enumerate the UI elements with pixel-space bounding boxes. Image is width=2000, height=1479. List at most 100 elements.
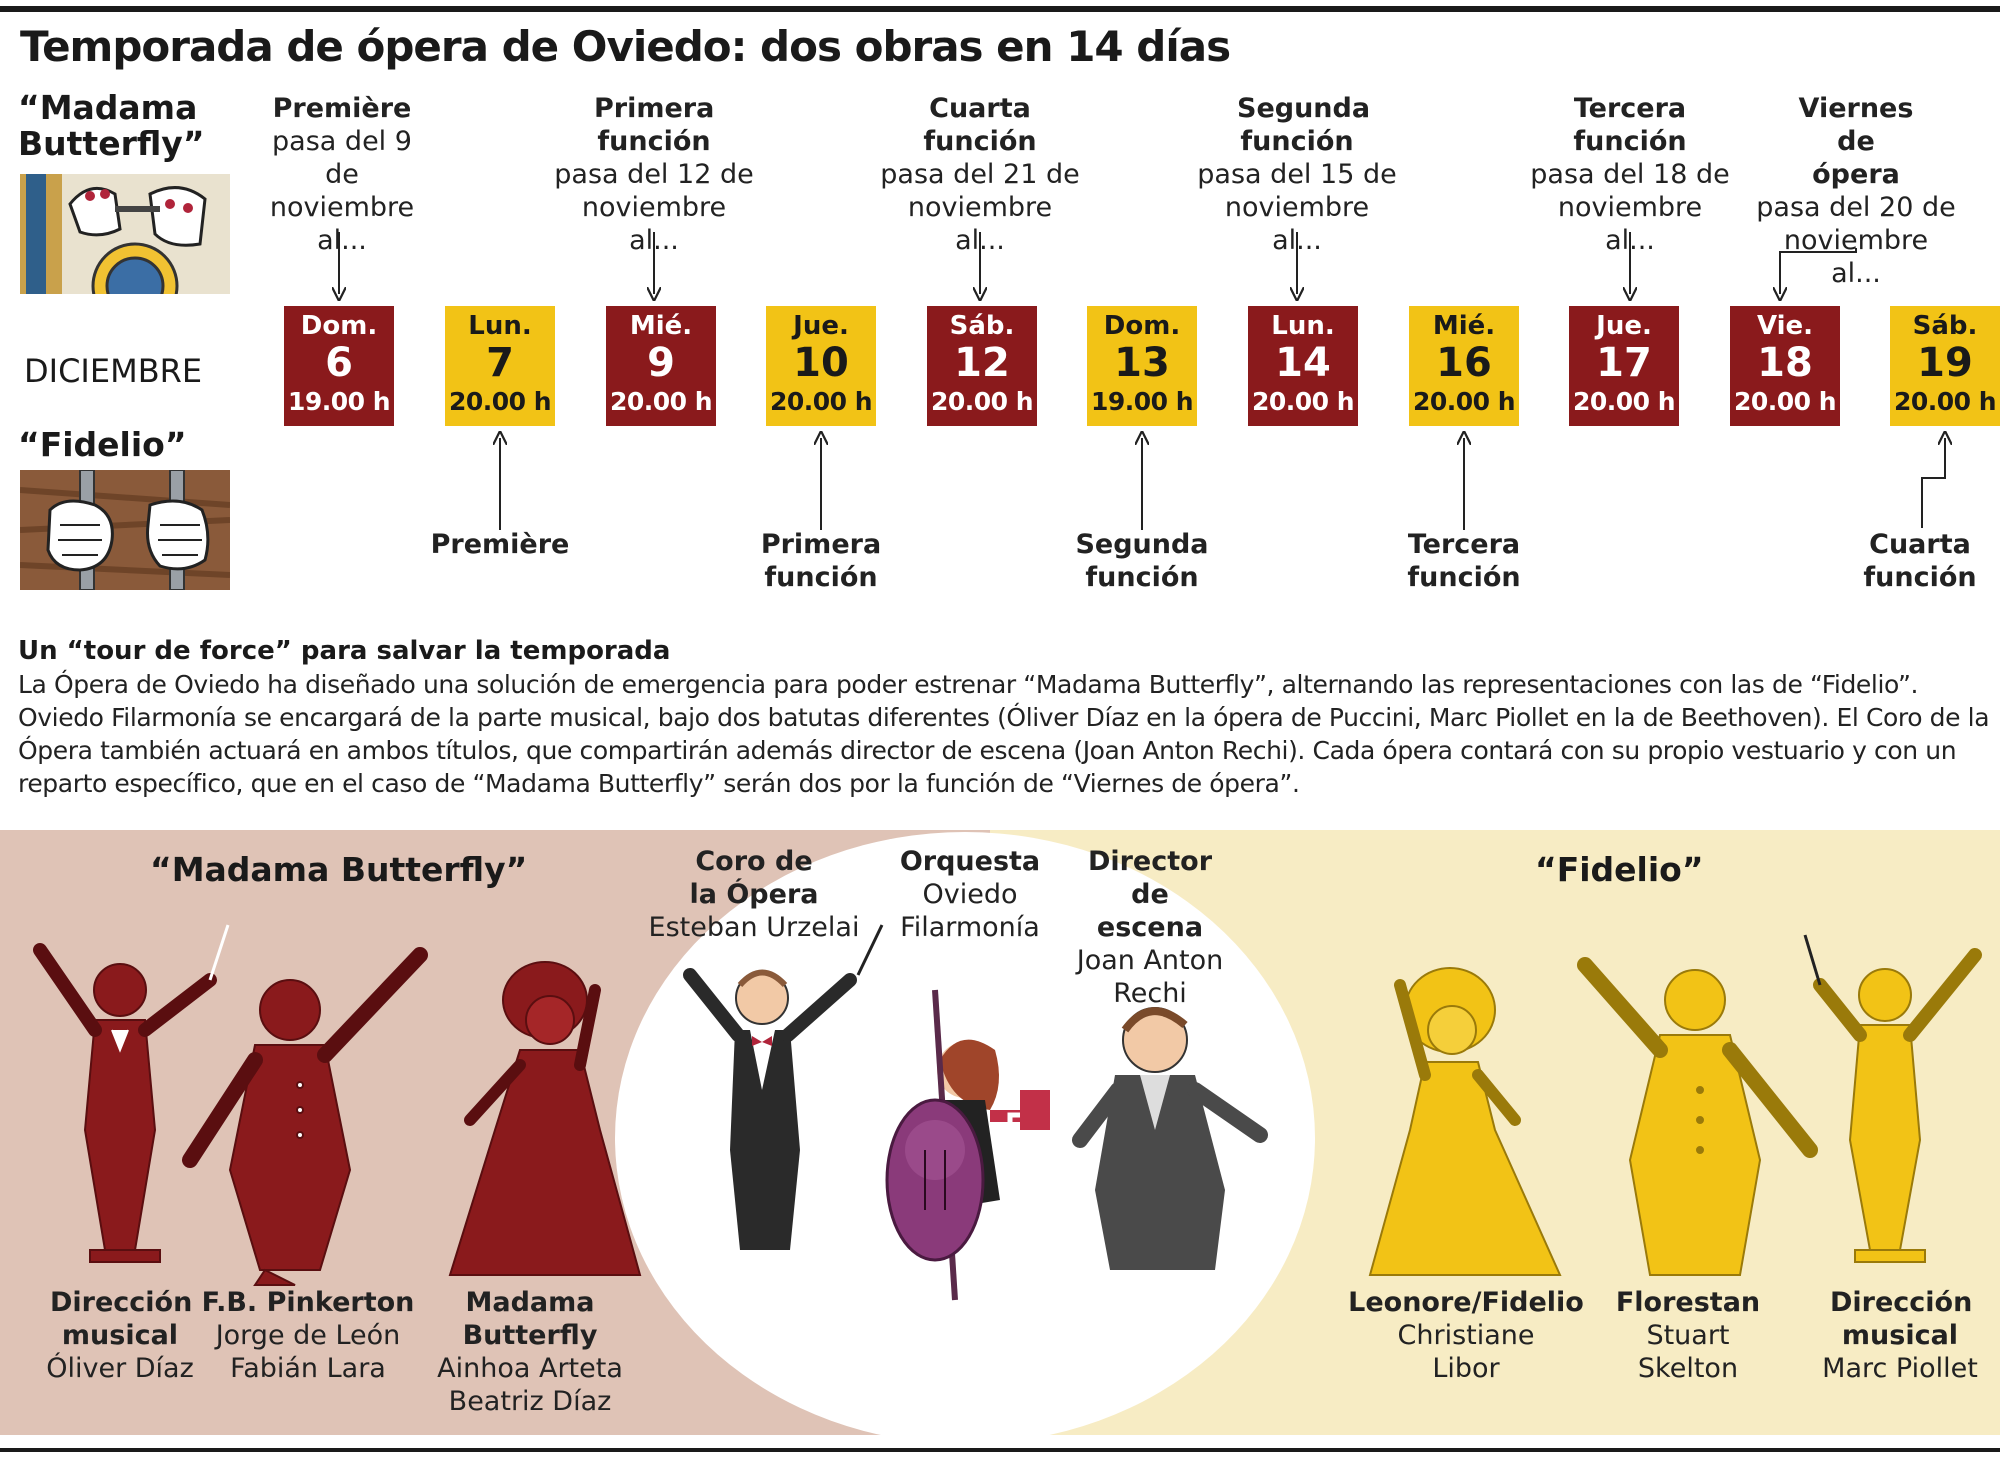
cast-role: Coro de la Ópera — [689, 846, 819, 910]
fidelio-note-primera: Primera función — [760, 529, 882, 593]
cast-butterfly-soprano: Madama Butterfly Ainhoa Arteta Beatriz D… — [410, 1286, 650, 1418]
date-time: 20.00 h — [1572, 387, 1676, 416]
date-day: Lun. — [1271, 311, 1335, 341]
date-day: Mié. — [1432, 311, 1496, 341]
date-time: 19.00 h — [287, 387, 391, 416]
page-title: Temporada de ópera de Oviedo: dos obras … — [20, 22, 1231, 71]
date-day: Mié. — [629, 311, 693, 341]
article-heading: Un “tour de force” para salvar la tempor… — [18, 636, 671, 666]
date-time: 20.00 h — [930, 387, 1034, 416]
arrow-elbow-down — [1780, 248, 1857, 294]
butterfly-note-tercera: Tercera función pasa del 18 de noviembre… — [1530, 92, 1730, 257]
date-day: Sáb. — [949, 311, 1015, 341]
cast-fidelio-conductor: Dirección musical Marc Piollet — [1800, 1286, 2000, 1385]
bottom-rule — [0, 1448, 2000, 1452]
fidelio-label: “Fidelio” — [18, 425, 187, 464]
date-box: Sáb. 19 20.00 h — [1890, 306, 2000, 426]
cast-role: Dirección musical — [1830, 1287, 1973, 1351]
cast-name: Joan Anton Rechi — [1076, 945, 1224, 1009]
arrow-elbow-up — [1921, 438, 1945, 528]
date-time: 20.00 h — [1251, 387, 1355, 416]
date-day: Vie. — [1756, 311, 1814, 341]
cast-butterfly-conductor: Dirección musical Óliver Díaz — [0, 1286, 240, 1385]
cast-role: Orquesta — [899, 846, 1041, 877]
date-time: 20.00 h — [769, 387, 873, 416]
cast-name: Marc Piollet — [1822, 1353, 1978, 1384]
butterfly-label: “Madama Butterfly” — [18, 90, 205, 162]
date-number: 18 — [1757, 340, 1813, 386]
hands-gripping-bars-icon — [20, 470, 230, 590]
date-day: Lun. — [468, 311, 532, 341]
date-time: 20.00 h — [1893, 387, 1997, 416]
butterfly-note-premiere: Première pasa del 9 de noviembre al... — [242, 92, 442, 257]
date-box: Sáb. 12 20.00 h — [927, 306, 1037, 426]
note-text: pasa del 20 de noviembre al... — [1756, 192, 1956, 289]
note-heading: Primera función — [594, 93, 715, 157]
soprano-icon — [448, 961, 642, 1276]
date-box: Dom. 13 19.00 h — [1087, 306, 1197, 426]
note-text: pasa del 21 de noviembre al... — [880, 159, 1080, 256]
date-number: 6 — [325, 340, 353, 386]
cast-role: Director de escena — [1087, 846, 1213, 943]
cast-name: Oviedo Filarmonía — [900, 879, 1040, 943]
top-rule — [0, 6, 2000, 12]
date-number: 19 — [1917, 340, 1973, 386]
butterfly-label-line1: “Madama — [18, 88, 198, 127]
cast-name: Beatriz Díaz — [448, 1386, 612, 1417]
cast-pinkerton: F.B. Pinkerton Jorge de León Fabián Lara — [188, 1286, 428, 1385]
soprano-icon — [1368, 967, 1562, 1276]
date-number: 12 — [954, 340, 1010, 386]
conductor-icon — [683, 924, 884, 1250]
date-time: 20.00 h — [609, 387, 713, 416]
fidelio-section-title: “Fidelio” — [1535, 850, 1704, 889]
cast-role: Dirección musical — [50, 1287, 193, 1351]
butterfly-section-title: “Madama Butterfly” — [150, 850, 528, 889]
cast-orchestra: Orquesta Oviedo Filarmonía — [880, 845, 1060, 944]
fidelio-note-premiere: Première — [430, 529, 570, 560]
fidelio-note-tercera: Tercera función — [1407, 529, 1521, 593]
tenor-icon — [182, 947, 428, 1286]
note-heading: Segunda función — [1237, 93, 1371, 157]
note-text: pasa del 9 de noviembre al... — [269, 126, 415, 256]
cast-name: Stuart Skelton — [1637, 1320, 1739, 1384]
butterfly-note-viernes: Viernes de ópera pasa del 20 de noviembr… — [1756, 92, 1956, 290]
date-time: 20.00 h — [448, 387, 552, 416]
bassist-icon — [885, 989, 1053, 1301]
cast-name: Fabián Lara — [230, 1353, 386, 1384]
note-heading: Viernes de ópera — [1798, 93, 1914, 190]
fidelio-note-cuarta: Cuarta función — [1863, 529, 1977, 593]
note-heading: Première — [272, 93, 412, 124]
butterfly-label-line2: Butterfly” — [18, 124, 205, 163]
butterfly-note-cuarta: Cuarta función pasa del 21 de noviembre … — [880, 92, 1080, 257]
date-time: 20.00 h — [1412, 387, 1516, 416]
date-box: Jue. 17 20.00 h — [1569, 306, 1679, 426]
cast-name: Christiane Libor — [1397, 1320, 1535, 1384]
cast-role: Madama Butterfly — [462, 1287, 598, 1351]
cast-name: Jorge de León — [215, 1320, 401, 1351]
cast-stage-director: Director de escena Joan Anton Rechi — [1075, 845, 1225, 1010]
cast-name: Óliver Díaz — [46, 1353, 194, 1384]
note-heading: Tercera función — [1573, 93, 1687, 157]
cast-role: Leonore/Fidelio — [1348, 1287, 1584, 1318]
date-day: Dom. — [1103, 311, 1181, 341]
tenor-icon — [1072, 1007, 1268, 1270]
date-box: Vie. 18 20.00 h — [1730, 306, 1840, 426]
timeline-arrows — [0, 232, 2000, 530]
cast-chorus: Coro de la Ópera Esteban Urzelai — [644, 845, 864, 944]
date-number: 13 — [1114, 340, 1170, 386]
cast-role: F.B. Pinkerton — [201, 1287, 415, 1318]
date-number: 14 — [1275, 340, 1331, 386]
date-number: 16 — [1436, 340, 1492, 386]
fidelio-note-segunda: Segunda función — [1075, 529, 1209, 593]
date-number: 7 — [486, 340, 514, 386]
date-time: 20.00 h — [1733, 387, 1837, 416]
month-label: DICIEMBRE — [24, 352, 203, 390]
cast-florestan: Florestan Stuart Skelton — [1608, 1286, 1768, 1385]
cast-leonore: Leonore/Fidelio Christiane Libor — [1346, 1286, 1586, 1385]
article-body: La Ópera de Oviedo ha diseñado una soluc… — [18, 670, 1990, 798]
date-day: Jue. — [1596, 311, 1652, 341]
date-number: 10 — [793, 340, 849, 386]
date-day: Sáb. — [1912, 311, 1978, 341]
conductor-icon — [1803, 934, 1982, 1263]
